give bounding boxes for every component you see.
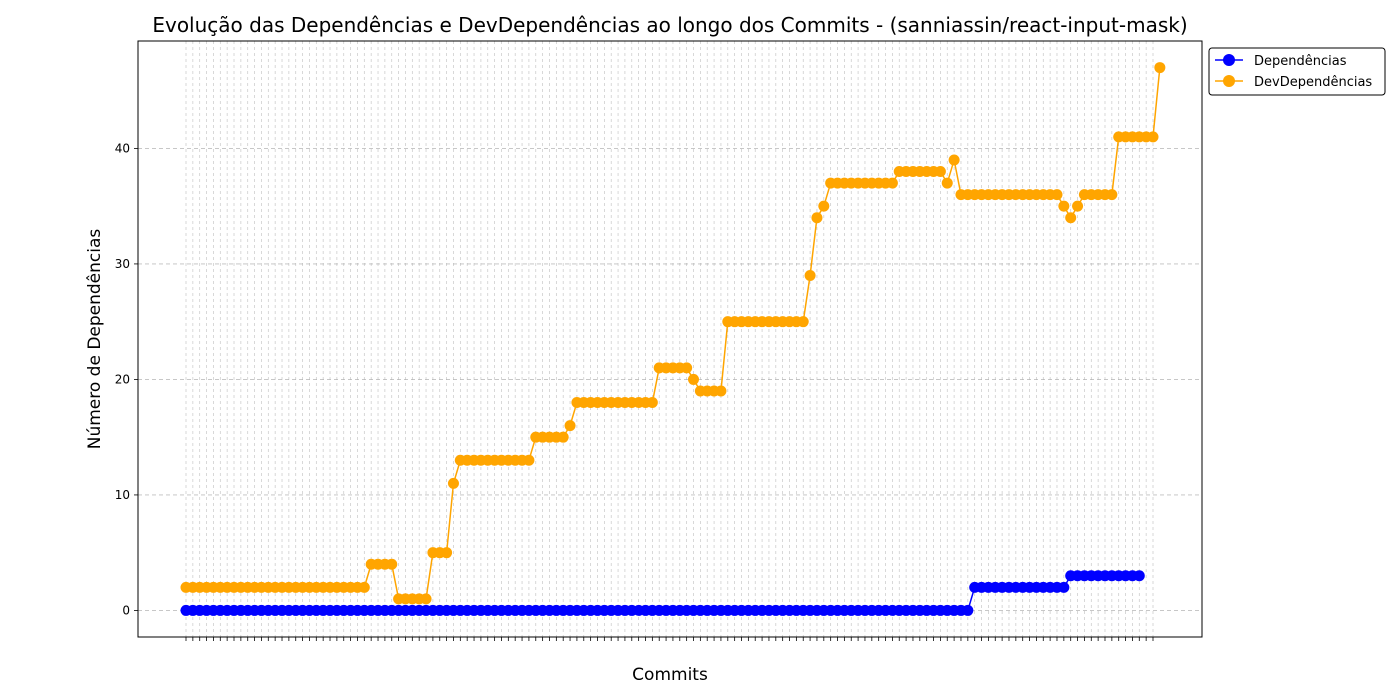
legend-label-devdependencias: DevDependências [1254, 75, 1372, 90]
data-point [523, 454, 535, 466]
data-point [1072, 200, 1084, 212]
chart-title: Evolução das Dependências e DevDependênc… [152, 13, 1187, 37]
data-point [1106, 189, 1118, 201]
legend-frame [1208, 47, 1386, 96]
legend-marker-devdependencias [1223, 75, 1235, 87]
data-point [681, 362, 693, 374]
data-point [441, 547, 453, 559]
data-point [447, 477, 459, 489]
y-tick-label: 10 [115, 488, 130, 502]
x-axis-ticks [185, 637, 1154, 641]
y-tick-label: 0 [122, 603, 130, 617]
data-point [818, 200, 830, 212]
data-point [1051, 189, 1063, 201]
series-layer [180, 62, 1166, 616]
data-point [934, 166, 946, 178]
data-point [811, 212, 823, 224]
legend-label-dependencias: Dependências [1254, 54, 1347, 69]
data-point [1065, 212, 1077, 224]
legend-marker-dependencias [1223, 54, 1235, 66]
y-axis-ticks: 0 10 20 30 40 [115, 141, 138, 617]
data-point [1147, 131, 1159, 143]
data-point [804, 269, 816, 281]
data-point [1154, 62, 1166, 74]
data-point [557, 431, 569, 443]
data-point [564, 420, 576, 432]
y-tick-label: 20 [115, 372, 130, 386]
data-point [420, 593, 432, 605]
data-point [797, 316, 809, 328]
plot-frame [137, 40, 1203, 638]
data-point [941, 177, 953, 189]
data-point [646, 397, 658, 409]
legend: Dependências DevDependências [1208, 47, 1386, 96]
data-point [386, 558, 398, 570]
data-point [886, 177, 898, 189]
y-axis-label: Número de Dependências [85, 229, 105, 450]
data-point [1133, 570, 1145, 582]
y-tick-label: 40 [115, 141, 130, 155]
data-point [715, 385, 727, 397]
y-tick-label: 30 [115, 257, 130, 271]
data-point [358, 581, 370, 593]
x-axis-label: Commits [632, 665, 708, 685]
data-point [1058, 581, 1070, 593]
data-point [1058, 200, 1070, 212]
data-point [948, 154, 960, 166]
data-point [688, 373, 700, 385]
data-point [962, 604, 974, 616]
